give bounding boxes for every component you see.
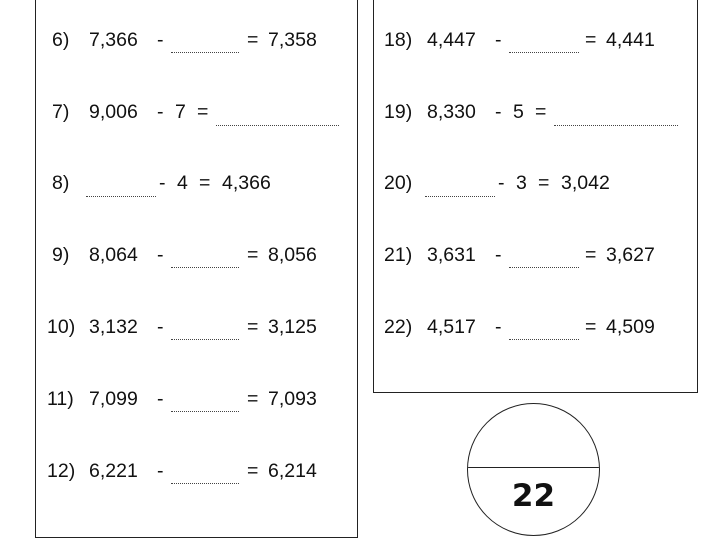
- result-number: 4,509: [606, 316, 655, 338]
- left-problem-panel: [35, 0, 358, 538]
- score-circle: 22: [467, 403, 600, 536]
- answer-blank[interactable]: [171, 52, 239, 53]
- equals-sign: =: [199, 172, 211, 194]
- answer-blank[interactable]: [171, 339, 239, 340]
- problem-number: 20): [384, 172, 413, 194]
- answer-blank[interactable]: [509, 52, 579, 53]
- minus-sign: -: [495, 316, 502, 338]
- second-number: 4: [177, 172, 188, 194]
- equals-sign: =: [247, 244, 259, 266]
- problem-number: 19): [384, 101, 413, 123]
- first-number: 7,366: [89, 29, 138, 51]
- minus-sign: -: [495, 101, 502, 123]
- problem-number: 11): [47, 388, 74, 410]
- minus-sign: -: [495, 29, 502, 51]
- result-number: 7,093: [268, 388, 317, 410]
- equals-sign: =: [247, 316, 259, 338]
- minus-sign: -: [157, 29, 164, 51]
- minus-sign: -: [157, 388, 164, 410]
- equals-sign: =: [585, 29, 597, 51]
- answer-blank[interactable]: [509, 267, 579, 268]
- minus-sign: -: [157, 101, 164, 123]
- problem-number: 6): [52, 29, 70, 51]
- answer-blank[interactable]: [171, 267, 239, 268]
- score-divider: [468, 467, 599, 468]
- first-number: 4,447: [427, 29, 476, 51]
- minus-sign: -: [157, 316, 164, 338]
- result-number: 3,042: [561, 172, 610, 194]
- equals-sign: =: [585, 316, 597, 338]
- minus-sign: -: [159, 172, 166, 194]
- result-number: 4,441: [606, 29, 655, 51]
- equals-sign: =: [197, 101, 209, 123]
- problem-number: 12): [47, 460, 76, 482]
- minus-sign: -: [495, 244, 502, 266]
- second-number: 7: [175, 101, 186, 123]
- answer-blank[interactable]: [425, 196, 495, 197]
- second-number: 3: [516, 172, 527, 194]
- result-number: 7,358: [268, 29, 317, 51]
- answer-blank[interactable]: [171, 483, 239, 484]
- equals-sign: =: [247, 29, 259, 51]
- equals-sign: =: [247, 388, 259, 410]
- equals-sign: =: [538, 172, 550, 194]
- result-number: 8,056: [268, 244, 317, 266]
- result-number: 3,125: [268, 316, 317, 338]
- result-number: 4,366: [222, 172, 271, 194]
- result-number: 6,214: [268, 460, 317, 482]
- first-number: 3,132: [89, 316, 138, 338]
- equals-sign: =: [247, 460, 259, 482]
- answer-blank[interactable]: [86, 196, 156, 197]
- equals-sign: =: [585, 244, 597, 266]
- problem-number: 8): [52, 172, 70, 194]
- first-number: 7,099: [89, 388, 138, 410]
- answer-blank[interactable]: [171, 411, 239, 412]
- answer-blank[interactable]: [216, 125, 339, 126]
- answer-blank[interactable]: [509, 339, 579, 340]
- first-number: 8,064: [89, 244, 138, 266]
- first-number: 3,631: [427, 244, 476, 266]
- score-total: 22: [511, 478, 556, 514]
- minus-sign: -: [157, 460, 164, 482]
- answer-blank[interactable]: [554, 125, 678, 126]
- first-number: 6,221: [89, 460, 138, 482]
- minus-sign: -: [498, 172, 505, 194]
- first-number: 9,006: [89, 101, 138, 123]
- equals-sign: =: [535, 101, 547, 123]
- problem-number: 22): [384, 316, 413, 338]
- problem-number: 9): [52, 244, 70, 266]
- problem-number: 10): [47, 316, 76, 338]
- second-number: 5: [513, 101, 524, 123]
- minus-sign: -: [157, 244, 164, 266]
- problem-number: 7): [52, 101, 70, 123]
- result-number: 3,627: [606, 244, 655, 266]
- problem-number: 21): [384, 244, 413, 266]
- first-number: 4,517: [427, 316, 476, 338]
- first-number: 8,330: [427, 101, 476, 123]
- problem-number: 18): [384, 29, 413, 51]
